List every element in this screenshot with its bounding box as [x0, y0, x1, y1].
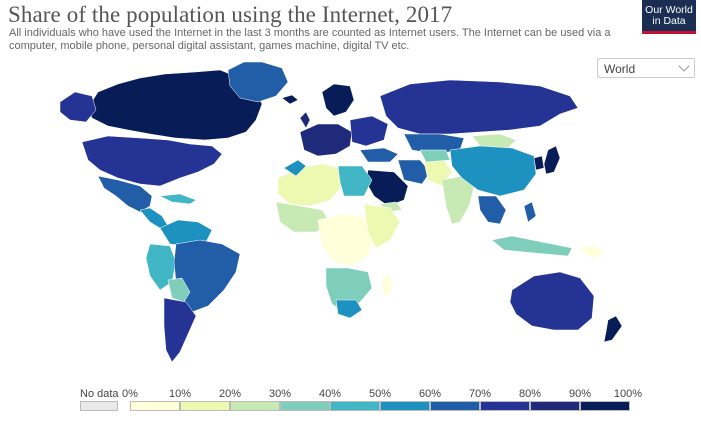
region-canada[interactable]	[87, 69, 263, 141]
legend-tick-label: 10%	[168, 388, 192, 400]
region-new-zealand[interactable]	[603, 315, 623, 343]
legend-tick-label: 50%	[368, 388, 392, 400]
region-usa[interactable]	[81, 135, 223, 187]
region-indonesia[interactable]	[491, 235, 573, 257]
region-select[interactable]: World	[597, 58, 695, 78]
region-turkey[interactable]	[359, 147, 399, 163]
region-western-europe[interactable]	[299, 123, 353, 157]
owid-logo[interactable]: Our World in Data	[642, 0, 696, 34]
legend-bin-50-60[interactable]	[380, 401, 430, 411]
world-map	[59, 61, 623, 363]
region-central-africa[interactable]	[317, 213, 375, 267]
region-bolivia-paraguay[interactable]	[167, 277, 191, 303]
legend-tick-label: 90%	[568, 388, 592, 400]
legend-tick-label: 0%	[122, 388, 138, 400]
region-philippines[interactable]	[523, 201, 537, 223]
legend-tick-label: 20%	[218, 388, 242, 400]
legend-bin-90-100[interactable]	[580, 401, 630, 411]
region-scandinavia[interactable]	[321, 83, 355, 117]
region-alaska[interactable]	[59, 91, 97, 123]
logo-line-1: Our World	[645, 4, 693, 16]
legend-tick-label: 30%	[268, 388, 292, 400]
region-south-africa[interactable]	[335, 299, 363, 319]
region-iran[interactable]	[397, 159, 431, 185]
legend-bin-10-20[interactable]	[180, 401, 230, 411]
region-east-africa[interactable]	[363, 203, 401, 249]
region-japan[interactable]	[543, 145, 561, 175]
legend-tick-label: 70%	[468, 388, 492, 400]
legend-bin-80-90[interactable]	[530, 401, 580, 411]
region-russia[interactable]	[379, 79, 579, 135]
legend-bin-60-70[interactable]	[430, 401, 480, 411]
region-peru-ecuador[interactable]	[145, 243, 177, 291]
region-morocco[interactable]	[283, 159, 307, 177]
region-eastern-europe[interactable]	[349, 115, 389, 147]
region-mongolia[interactable]	[471, 133, 517, 149]
region-madagascar[interactable]	[381, 273, 393, 299]
legend-bin-70-80[interactable]	[480, 401, 530, 411]
legend-bin-30-40[interactable]	[280, 401, 330, 411]
chart-title: Share of the population using the Intern…	[8, 2, 453, 27]
region-korea[interactable]	[533, 155, 545, 171]
region-uk[interactable]	[299, 111, 311, 129]
legend-tick-label: 60%	[418, 388, 442, 400]
region-colombia-venezuela[interactable]	[159, 219, 213, 247]
region-caribbean[interactable]	[159, 193, 197, 205]
region-australia[interactable]	[509, 271, 595, 331]
legend-bin-40-50[interactable]	[330, 401, 380, 411]
region-greenland[interactable]	[227, 61, 289, 103]
legend-tick-label: 40%	[318, 388, 342, 400]
logo-line-2: in Data	[652, 15, 686, 27]
region-saudi-arabia[interactable]	[365, 169, 409, 207]
region-china[interactable]	[449, 145, 537, 197]
legend-bin-0-10[interactable]	[130, 401, 180, 411]
legend-tick-label: 100%	[613, 388, 643, 400]
legend-tick-label: 80%	[518, 388, 542, 400]
region-argentina-chile[interactable]	[163, 297, 197, 363]
legend-no-data-label: No data	[80, 388, 119, 400]
legend-no-data-swatch[interactable]	[80, 401, 118, 411]
chart-subtitle: All individuals who have used the Intern…	[9, 27, 611, 52]
region-egypt-libya[interactable]	[337, 165, 373, 197]
legend-bin-20-30[interactable]	[230, 401, 280, 411]
region-iceland[interactable]	[281, 94, 299, 105]
region-papua-new-guinea[interactable]	[577, 245, 605, 259]
region-central-america[interactable]	[139, 207, 169, 229]
region-central-asia[interactable]	[419, 149, 451, 163]
region-southeast-asia[interactable]	[477, 195, 507, 225]
region-select-value: World	[604, 62, 636, 76]
